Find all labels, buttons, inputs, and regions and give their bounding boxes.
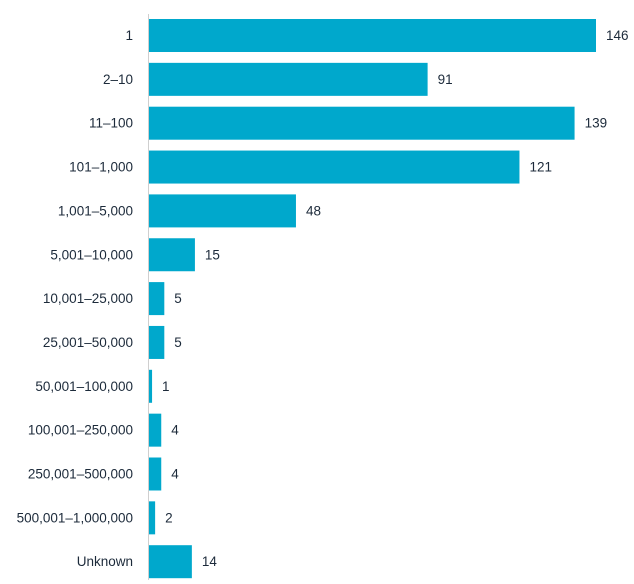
category-label-5: 5,001–10,000 (50, 247, 133, 262)
value-label-5: 15 (205, 247, 220, 262)
bars-group (149, 19, 596, 579)
category-label-11: 500,001–1,000,000 (17, 510, 133, 525)
category-label-10: 250,001–500,000 (28, 467, 133, 482)
value-label-4: 48 (306, 203, 321, 218)
bar-4 (149, 194, 296, 228)
category-label-12: Unknown (77, 554, 133, 569)
category-label-6: 10,001–25,000 (43, 291, 133, 306)
bar-1 (149, 62, 428, 96)
category-label-0: 1 (125, 28, 133, 43)
category-label-1: 2–10 (103, 72, 133, 87)
bar-3 (149, 150, 520, 184)
bar-5 (149, 238, 195, 272)
bar-10 (149, 457, 162, 491)
category-label-9: 100,001–250,000 (28, 423, 133, 438)
category-label-8: 50,001–100,000 (35, 379, 133, 394)
category-label-7: 25,001–50,000 (43, 335, 133, 350)
value-label-10: 4 (171, 467, 179, 482)
category-label-2: 11–100 (89, 116, 133, 131)
value-label-6: 5 (174, 291, 182, 306)
value-label-9: 4 (171, 423, 179, 438)
value-label-7: 5 (174, 335, 182, 350)
bar-0 (149, 19, 596, 52)
category-label-3: 101–1,000 (69, 160, 133, 175)
bar-2 (149, 106, 575, 140)
category-label-4: 1,001–5,000 (58, 203, 133, 218)
value-label-1: 91 (438, 72, 453, 87)
bar-7 (149, 325, 165, 359)
value-label-12: 14 (202, 554, 218, 569)
value-label-3: 121 (529, 160, 552, 175)
bar-8 (149, 369, 153, 403)
value-label-0: 146 (606, 28, 629, 43)
bar-12 (149, 545, 192, 579)
value-label-11: 2 (165, 510, 173, 525)
bar-11 (149, 501, 156, 535)
value-label-8: 1 (162, 379, 170, 394)
value-label-2: 139 (585, 116, 608, 131)
category-labels-group: 1 2–10 11–100 101–1,000 1,001–5,000 5,001–10,… (17, 28, 133, 569)
bar-9 (149, 413, 162, 447)
bar-6 (149, 282, 165, 316)
